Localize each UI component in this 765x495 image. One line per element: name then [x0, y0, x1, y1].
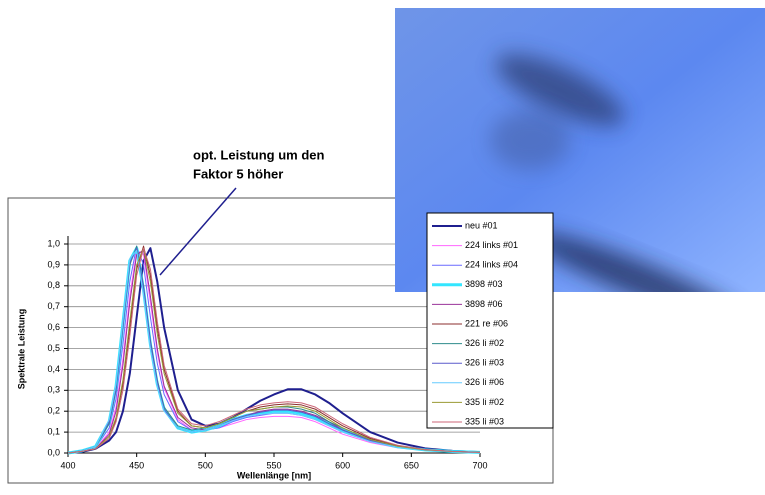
x-axis-title: Wellenlänge [nm]: [237, 470, 311, 480]
legend-label: 224 links #04: [465, 260, 518, 270]
page: 0,0 0,1 0,2 0,3 0,4 0,5 0,6 0,7 0,8 0,9 1,0 400 450 5…: [0, 0, 765, 495]
legend-label: 3898 #06: [465, 299, 503, 309]
x-tick-label: 600: [335, 460, 350, 470]
y-tick-label: 0,6: [47, 322, 60, 332]
y-tick-label: 0,2: [47, 406, 60, 416]
y-tick-label: 0,5: [47, 343, 60, 353]
legend-label: 335 li #03: [465, 416, 504, 426]
annotation: opt. Leistung um den: [193, 147, 324, 162]
y-tick-label: 0,8: [47, 280, 60, 290]
legend-label: 3898 #03: [465, 279, 503, 289]
x-tick-label: 650: [404, 460, 419, 470]
annotation: Faktor 5 höher: [193, 166, 283, 181]
x-tick-label: 500: [198, 460, 213, 470]
y-tick-label: 0,9: [47, 259, 60, 269]
y-tick-label: 0,0: [47, 447, 60, 457]
x-tick-label: 450: [129, 460, 144, 470]
y-axis-title: Spektrale Leistung: [16, 309, 26, 390]
legend-label: 326 li #02: [465, 338, 504, 348]
photo-smudge: [490, 110, 570, 170]
legend-label: neu #01: [465, 220, 498, 230]
legend-label: 221 re #06: [465, 318, 508, 328]
x-tick-label: 400: [60, 460, 75, 470]
legend-label: 335 li #02: [465, 397, 504, 407]
x-tick-label: 700: [472, 460, 487, 470]
legend-label: 326 li #03: [465, 358, 504, 368]
legend-label: 224 links #01: [465, 240, 518, 250]
y-tick-label: 0,3: [47, 385, 60, 395]
slide: 0,0 0,1 0,2 0,3 0,4 0,5 0,6 0,7 0,8 0,9 1,0 400 450 5…: [0, 0, 765, 495]
y-tick-label: 0,7: [47, 301, 60, 311]
y-tick-label: 0,4: [47, 364, 60, 374]
x-tick-label: 550: [266, 460, 281, 470]
legend-label: 326 li #06: [465, 377, 504, 387]
y-tick-label: 0,1: [47, 426, 60, 436]
y-tick-label: 1,0: [47, 238, 60, 248]
